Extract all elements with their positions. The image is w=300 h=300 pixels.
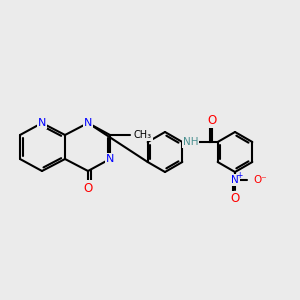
Text: +: + <box>236 172 242 181</box>
Text: O⁻: O⁻ <box>253 175 267 185</box>
Text: N: N <box>106 154 114 164</box>
Text: O: O <box>230 193 240 206</box>
Text: NH: NH <box>183 137 198 147</box>
Text: O: O <box>83 182 93 194</box>
Text: N: N <box>84 118 92 128</box>
Text: N: N <box>38 118 46 128</box>
Text: O: O <box>208 113 217 127</box>
Text: CH₃: CH₃ <box>134 130 152 140</box>
Text: N: N <box>231 175 239 185</box>
